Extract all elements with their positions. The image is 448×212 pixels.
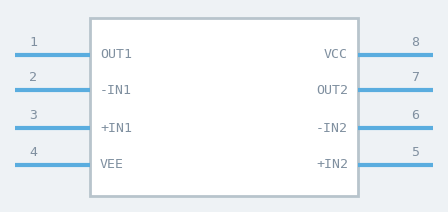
Text: 8: 8 <box>411 36 419 49</box>
Bar <box>90 18 358 196</box>
Text: 6: 6 <box>411 109 419 122</box>
Text: VCC: VCC <box>324 49 348 61</box>
Text: 4: 4 <box>29 146 37 159</box>
Text: VEE: VEE <box>100 159 124 172</box>
Text: OUT2: OUT2 <box>316 84 348 96</box>
Text: 2: 2 <box>29 71 37 84</box>
Text: 1: 1 <box>29 36 37 49</box>
Text: -IN1: -IN1 <box>100 84 132 96</box>
Text: OUT1: OUT1 <box>100 49 132 61</box>
Text: 5: 5 <box>411 146 419 159</box>
Text: -IN2: -IN2 <box>316 121 348 134</box>
Text: 7: 7 <box>411 71 419 84</box>
Text: +IN2: +IN2 <box>316 159 348 172</box>
Text: 3: 3 <box>29 109 37 122</box>
Text: +IN1: +IN1 <box>100 121 132 134</box>
